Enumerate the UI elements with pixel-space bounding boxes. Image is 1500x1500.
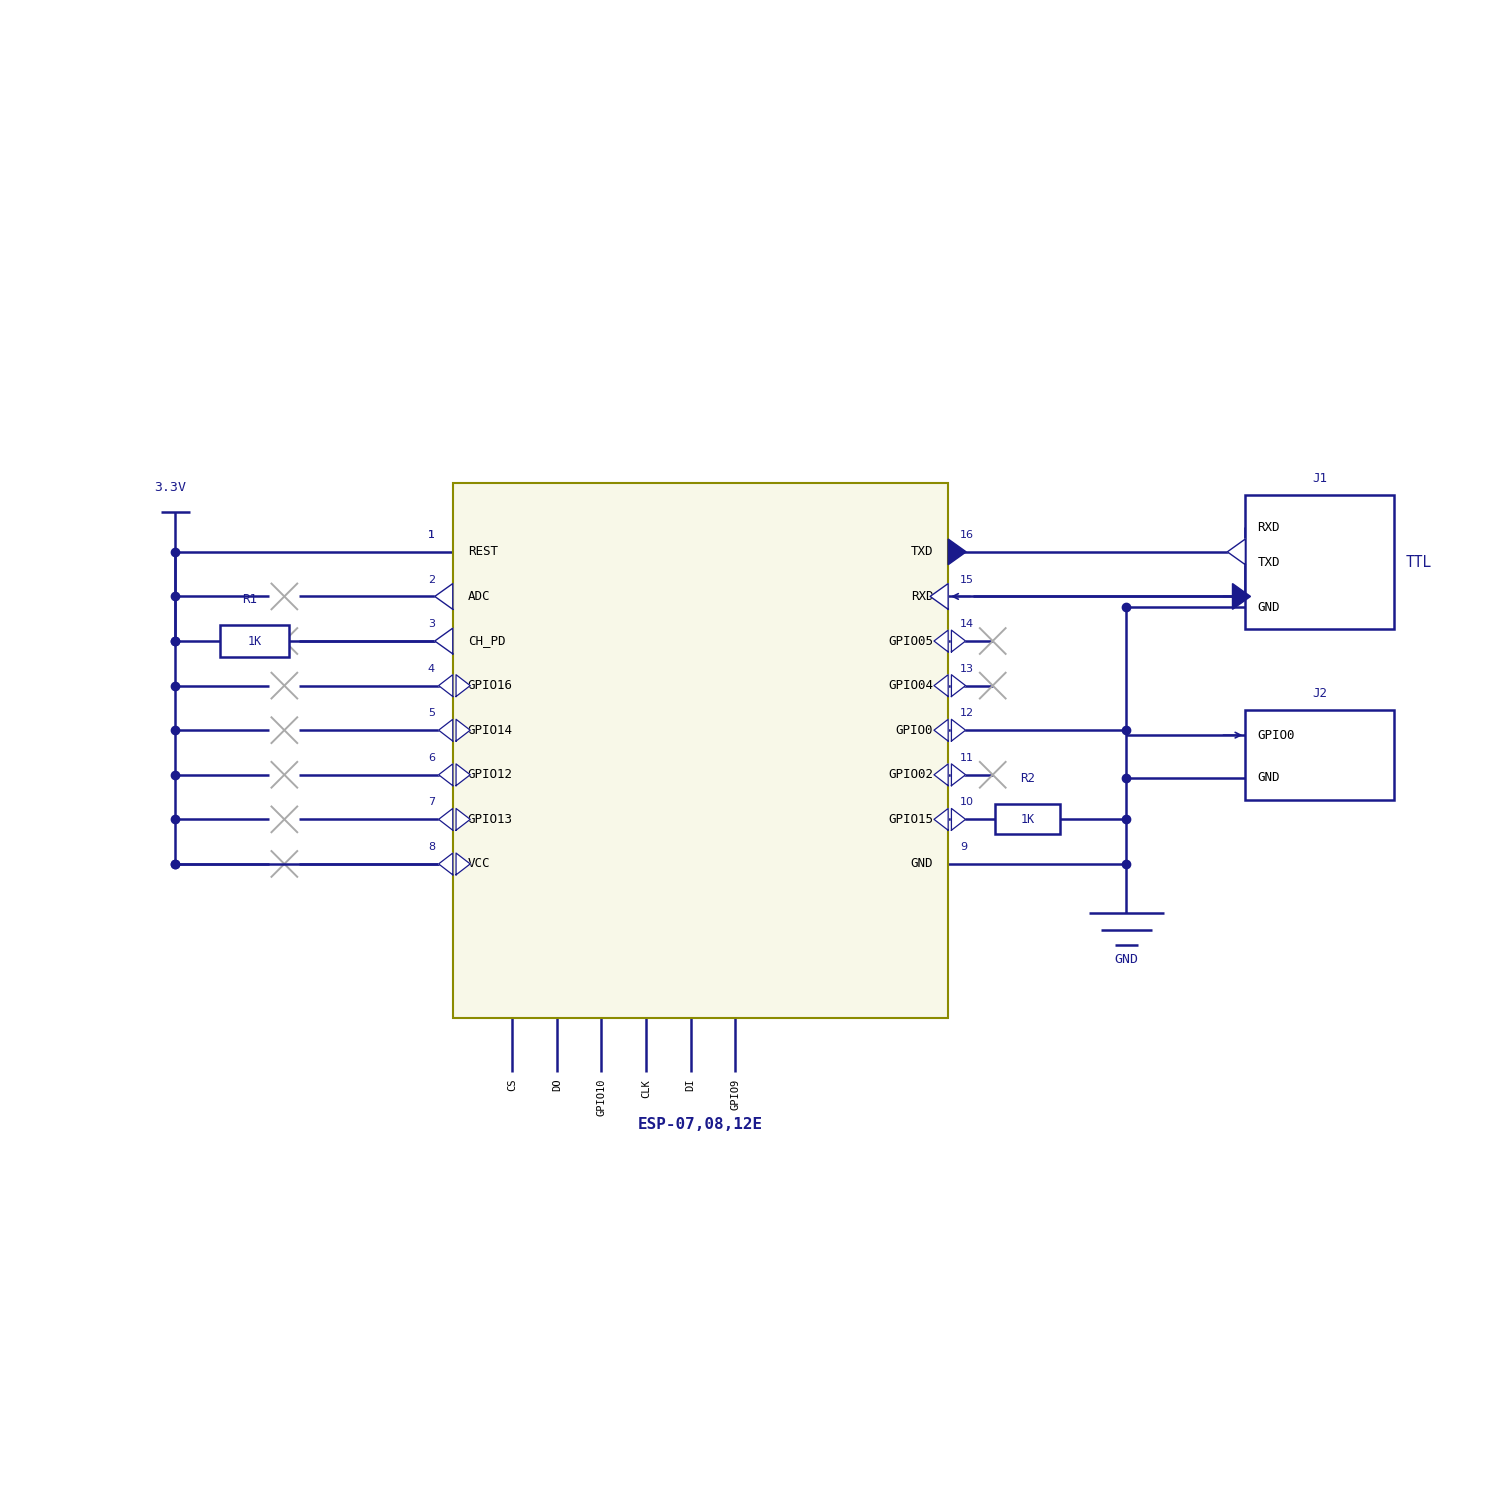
Polygon shape (438, 808, 453, 831)
Text: RXD: RXD (910, 590, 933, 603)
Polygon shape (438, 675, 453, 696)
Text: 9: 9 (960, 842, 968, 852)
Polygon shape (456, 720, 470, 741)
Text: TTL: TTL (1406, 555, 1432, 570)
Text: GND: GND (1114, 952, 1138, 966)
Text: 13: 13 (960, 663, 974, 674)
Text: ADC: ADC (468, 590, 490, 603)
Text: REST: REST (468, 546, 498, 558)
Text: 7: 7 (427, 798, 435, 807)
Text: 12: 12 (960, 708, 974, 718)
Text: R1: R1 (242, 594, 256, 606)
Polygon shape (1233, 584, 1251, 609)
Text: GND: GND (1257, 771, 1280, 784)
Text: 1K: 1K (1020, 813, 1035, 826)
Polygon shape (456, 764, 470, 786)
Text: GPIO02: GPIO02 (888, 768, 933, 782)
Polygon shape (934, 720, 948, 741)
Text: 5: 5 (427, 708, 435, 718)
Polygon shape (948, 538, 966, 564)
Text: GPIO13: GPIO13 (468, 813, 513, 826)
Text: GPIO12: GPIO12 (468, 768, 513, 782)
Polygon shape (934, 630, 948, 652)
Bar (1245, 495, 1394, 628)
Text: R2: R2 (1020, 771, 1035, 784)
Text: GPIO9: GPIO9 (730, 1078, 740, 1110)
Text: TXD: TXD (910, 546, 933, 558)
Text: GPIO04: GPIO04 (888, 680, 933, 692)
Text: 11: 11 (960, 753, 974, 764)
Polygon shape (438, 720, 453, 741)
Polygon shape (456, 675, 470, 696)
Polygon shape (934, 675, 948, 696)
Text: VCC: VCC (468, 858, 490, 870)
Text: 1: 1 (427, 530, 435, 540)
Polygon shape (951, 808, 966, 831)
Bar (1245, 711, 1394, 800)
Polygon shape (951, 630, 966, 652)
Text: 4: 4 (427, 663, 435, 674)
Bar (453, 483, 948, 1017)
Bar (994, 804, 1059, 834)
Text: 1K: 1K (248, 634, 262, 648)
Text: DI: DI (686, 1078, 696, 1092)
Polygon shape (951, 675, 966, 696)
Text: RXD: RXD (1257, 520, 1280, 534)
Text: 15: 15 (960, 574, 974, 585)
Polygon shape (930, 584, 948, 609)
Polygon shape (456, 853, 470, 874)
Text: 2: 2 (427, 574, 435, 585)
Text: GPIO16: GPIO16 (468, 680, 513, 692)
Text: GPIO14: GPIO14 (468, 723, 513, 736)
Text: 14: 14 (960, 620, 974, 628)
Polygon shape (438, 764, 453, 786)
Text: GND: GND (910, 858, 933, 870)
Polygon shape (1227, 538, 1245, 564)
Polygon shape (951, 720, 966, 741)
Text: ESP-07,08,12E: ESP-07,08,12E (638, 1116, 764, 1131)
Text: CLK: CLK (640, 1078, 651, 1098)
Polygon shape (435, 584, 453, 609)
Text: 16: 16 (960, 530, 974, 540)
Text: DO: DO (552, 1078, 562, 1092)
Text: GPIO0: GPIO0 (896, 723, 933, 736)
Polygon shape (934, 808, 948, 831)
Text: GND: GND (1257, 602, 1280, 613)
Text: GPIO0: GPIO0 (1257, 729, 1294, 741)
Text: GPIO10: GPIO10 (597, 1078, 606, 1116)
Text: J1: J1 (1312, 472, 1328, 486)
Text: 1: 1 (427, 530, 435, 540)
Text: TXD: TXD (1257, 556, 1280, 568)
Polygon shape (438, 853, 453, 874)
Text: J2: J2 (1312, 687, 1328, 700)
Text: 6: 6 (427, 753, 435, 764)
Polygon shape (934, 764, 948, 786)
Text: 3: 3 (427, 620, 435, 628)
Text: 10: 10 (960, 798, 974, 807)
Polygon shape (435, 628, 453, 654)
Text: GPIO05: GPIO05 (888, 634, 933, 648)
Polygon shape (456, 808, 470, 831)
Bar (220, 626, 290, 657)
Text: 3.3V: 3.3V (154, 482, 186, 495)
Text: 8: 8 (427, 842, 435, 852)
Text: CH_PD: CH_PD (468, 634, 506, 648)
Polygon shape (951, 764, 966, 786)
Text: CS: CS (507, 1078, 518, 1092)
Text: GPIO15: GPIO15 (888, 813, 933, 826)
